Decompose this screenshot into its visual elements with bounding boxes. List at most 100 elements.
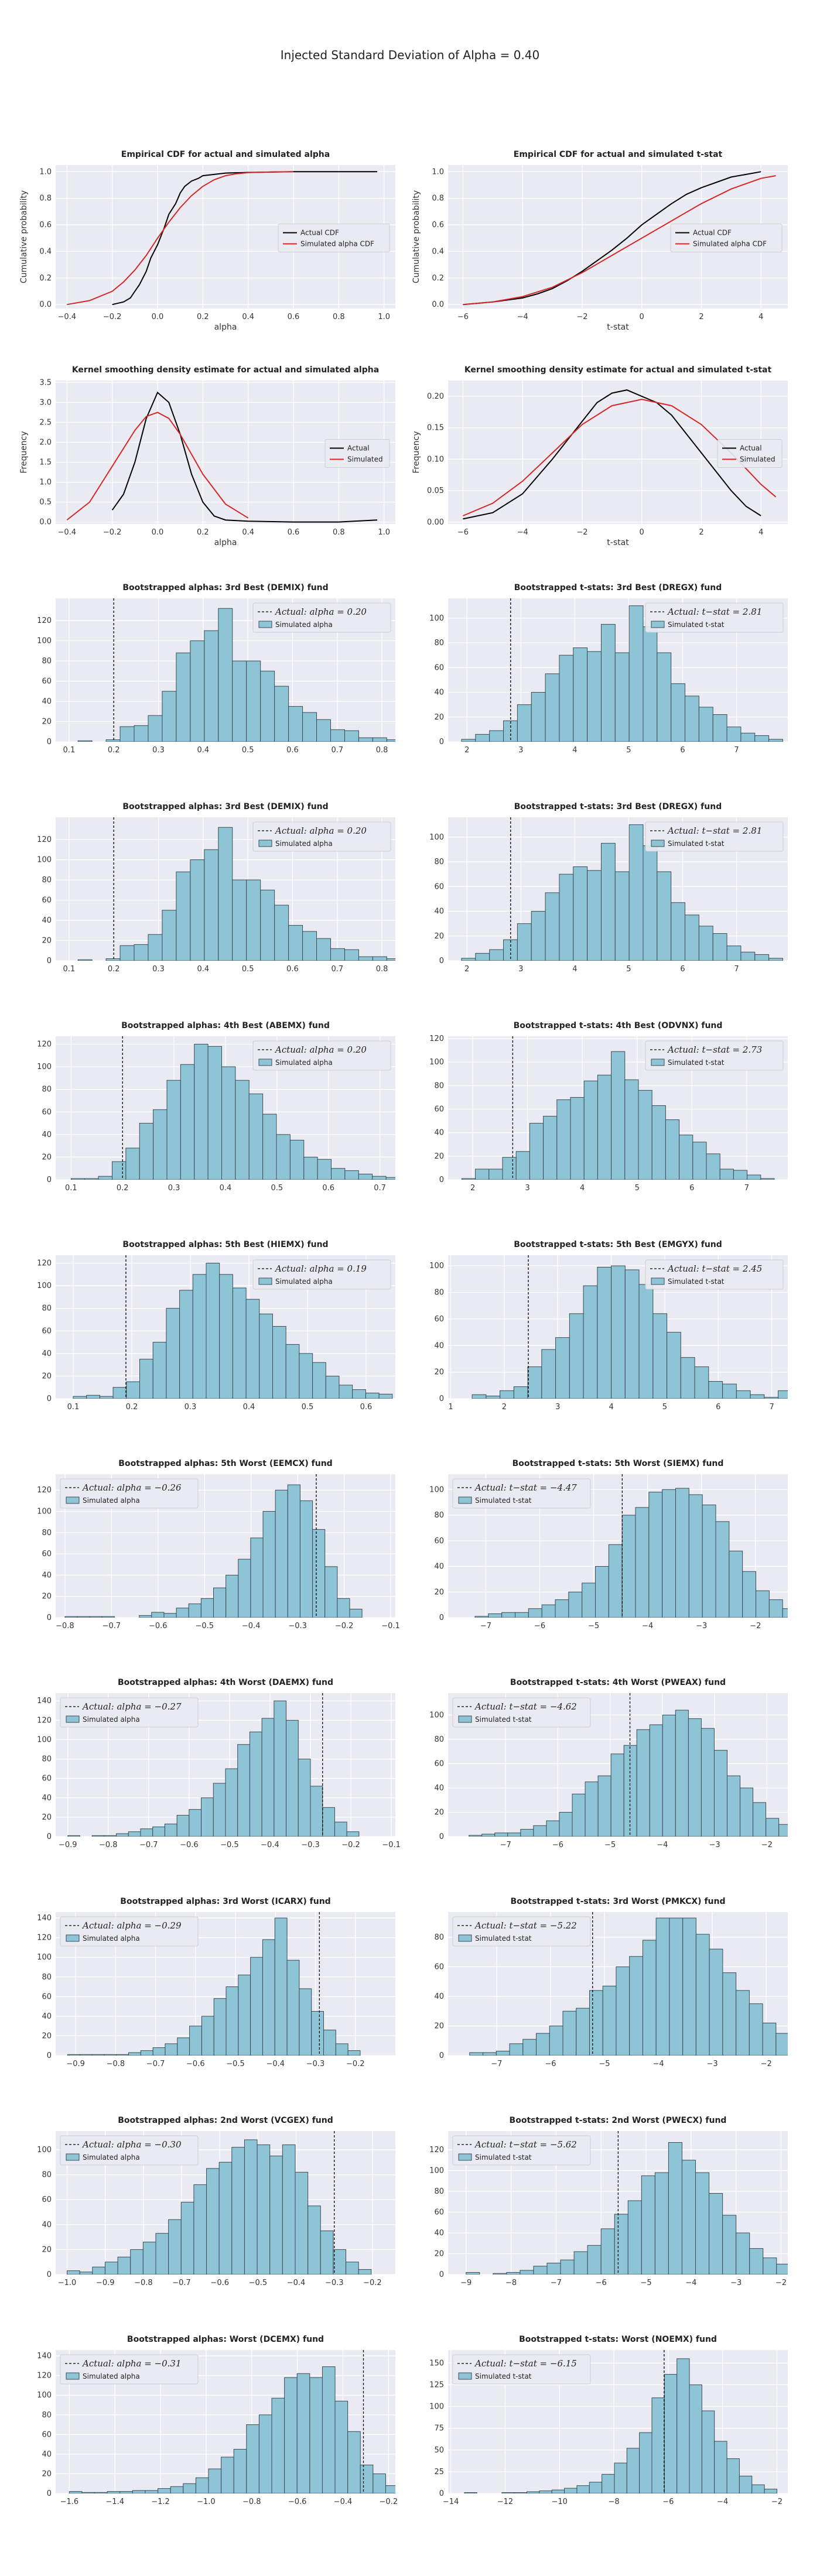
histogram-bar xyxy=(493,2273,507,2274)
y-tick-label: 0 xyxy=(439,1614,444,1622)
histogram-bar xyxy=(233,2448,247,2493)
histogram-bar xyxy=(246,660,261,742)
subplot-boot-tstat-8: −9 −8 −7 −6 −5 −4 −3 −2 0 20 40 60 80 100 120 Bootstrap… xyxy=(429,2116,788,2287)
histogram-bar xyxy=(671,902,686,961)
y-axis-label: Frequency xyxy=(19,431,29,473)
histogram-bar xyxy=(238,1974,251,2056)
histogram-bar xyxy=(610,1753,624,1837)
histogram-bar xyxy=(286,1719,299,1837)
histogram-bar xyxy=(232,1287,247,1399)
plot-marks xyxy=(472,1255,788,1399)
y-tick-label: 0 xyxy=(47,2489,52,2498)
histogram-bar xyxy=(206,1263,220,1399)
x-tick-label: 0.1 xyxy=(67,1403,80,1412)
histogram-bar xyxy=(192,1274,207,1399)
y-tick-label: 60 xyxy=(434,1537,444,1546)
histogram-bar xyxy=(500,1390,514,1399)
x-tick-label: 0.1 xyxy=(65,1184,77,1193)
x-tick-label: 0.6 xyxy=(288,313,300,321)
histogram-bar xyxy=(262,1939,275,2056)
histogram-bar xyxy=(597,1074,612,1180)
histogram-bar xyxy=(386,958,395,961)
histogram-bar xyxy=(469,2052,484,2056)
histogram-bar xyxy=(177,2037,190,2056)
legend-box xyxy=(278,224,390,252)
y-tick-label: 120 xyxy=(37,616,52,625)
histogram-bar xyxy=(401,741,415,742)
histogram-bar xyxy=(316,938,331,961)
histogram-bar xyxy=(302,712,317,742)
x-tick-label: 5 xyxy=(626,746,631,755)
histogram-bar xyxy=(507,1832,521,1837)
histogram-bar xyxy=(237,1744,250,1837)
histogram-bar xyxy=(708,1381,723,1399)
histogram-bar xyxy=(651,1105,666,1180)
legend: Actual Simulated xyxy=(324,439,390,468)
y-tick-label: 100 xyxy=(429,833,444,842)
histogram-bar xyxy=(635,1507,650,1618)
histogram-bar xyxy=(132,2490,146,2493)
y-tick-label: 100 xyxy=(37,636,52,645)
histogram-bar xyxy=(614,2214,628,2274)
histogram-bar xyxy=(736,1390,751,1399)
histogram-bar xyxy=(164,1823,177,1837)
histogram-bar xyxy=(595,1566,609,1618)
legend-swatch xyxy=(66,2372,80,2380)
histogram-bar xyxy=(796,1612,809,1618)
histogram-bar xyxy=(165,2043,178,2056)
histogram-bar xyxy=(643,626,658,742)
histogram-bar xyxy=(134,944,149,961)
x-tick-label: 5 xyxy=(635,1184,640,1193)
y-tick-label: 100 xyxy=(37,1063,52,1071)
histogram-bar xyxy=(134,725,149,742)
x-tick-label: −0.5 xyxy=(249,2279,268,2287)
histogram-bar xyxy=(564,2488,578,2493)
histogram-bar xyxy=(347,2431,361,2493)
legend-swatch xyxy=(258,840,272,847)
y-tick-label: 60 xyxy=(434,1759,444,1768)
x-tick-label: 0.5 xyxy=(271,1184,283,1193)
histogram-bar xyxy=(334,2400,348,2493)
legend-box xyxy=(645,1259,784,1290)
histogram-bar xyxy=(308,2205,321,2274)
subplot-boot-tstat-1: 2 3 4 5 6 7 0 20 40 60 80 100 Bootstrapped t-stats: … xyxy=(429,583,788,755)
x-tick-label: 4 xyxy=(758,528,763,537)
x-tick-label: −2 xyxy=(576,528,587,537)
histogram-bar xyxy=(549,2025,563,2056)
histogram-bar xyxy=(706,1153,720,1180)
histogram-bar xyxy=(226,1574,239,1618)
legend-label: Simulated t-stat xyxy=(475,1496,532,1505)
subplot-kde-tstat: −6 −4 −2 0 2 4 0.00 0.05 0.10 0.15 0.20 Kernel smoo… xyxy=(412,365,788,547)
histogram-bar xyxy=(91,1835,105,1837)
y-tick-label: 100 xyxy=(429,1711,444,1719)
y-tick-label: 120 xyxy=(37,1716,52,1725)
histogram-bar xyxy=(145,2490,159,2493)
y-tick-label: 120 xyxy=(37,1040,52,1049)
histogram-bar xyxy=(671,683,686,742)
histogram-bar xyxy=(64,1616,78,1618)
legend-box xyxy=(324,439,390,468)
x-tick-label: 0.1 xyxy=(63,746,76,755)
plot-marks xyxy=(69,2350,395,2493)
histogram-bar xyxy=(312,1529,326,1618)
x-tick-label: −5 xyxy=(640,2279,651,2287)
histogram-bar xyxy=(298,1759,311,1837)
subplot-title: Bootstrapped alphas: 3rd Best (DEMIX) fu… xyxy=(122,802,328,811)
subplot-boot-tstat-6: −7 −6 −5 −4 −3 −2 0 20 40 60 80 100 Bootstrapped t-s… xyxy=(429,1678,788,1849)
histogram-bar xyxy=(337,1598,350,1618)
legend-label: Actual CDF xyxy=(300,229,339,237)
legend-label: Actual: t−stat = 2.81 xyxy=(667,825,762,836)
histogram-bar xyxy=(576,2485,590,2493)
x-tick-label: −0.4 xyxy=(242,1622,261,1630)
y-tick-label: 25 xyxy=(434,2468,444,2476)
histogram-bar xyxy=(685,914,699,961)
histogram-bar xyxy=(119,2491,133,2493)
histogram-bar xyxy=(742,1571,756,1618)
x-tick-label: −0.3 xyxy=(325,2279,344,2287)
x-tick-label: −0.6 xyxy=(210,2279,229,2287)
histogram-bar xyxy=(589,2482,603,2493)
histogram-bar xyxy=(262,1114,277,1180)
histogram-bar xyxy=(551,2489,565,2493)
x-tick-label: 0.8 xyxy=(376,965,388,974)
plot-marks xyxy=(464,2350,777,2493)
